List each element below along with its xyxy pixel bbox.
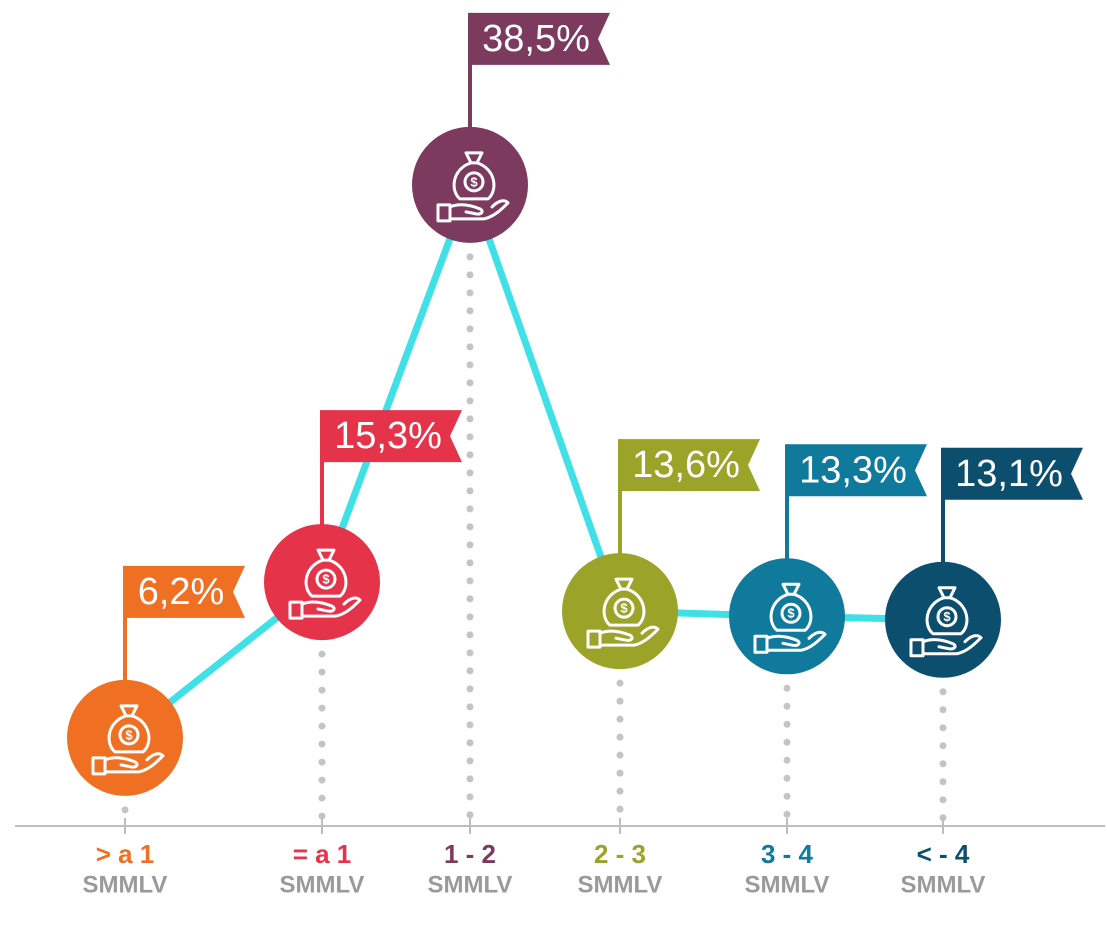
guide-dot — [466, 613, 474, 621]
x-tick-label: 3 - 4 — [761, 839, 814, 869]
flag — [125, 565, 245, 618]
x-tick-label: > a 1 — [96, 839, 155, 869]
guide-dot — [466, 793, 474, 801]
guide-dot — [318, 650, 326, 658]
guide-dot — [121, 806, 129, 814]
flag — [470, 12, 610, 65]
guide-dot — [318, 722, 326, 730]
guide-dot — [466, 559, 474, 567]
guide-dot — [783, 738, 791, 746]
guide-dot — [466, 397, 474, 405]
guide-dot — [466, 487, 474, 495]
guide-dot — [466, 271, 474, 279]
guide-dot — [616, 751, 624, 759]
guide-dot — [466, 505, 474, 513]
guide-dot — [466, 739, 474, 747]
guide-dot — [616, 715, 624, 723]
flag — [787, 444, 927, 497]
guide-dot — [939, 760, 947, 768]
guide-dot — [466, 451, 474, 459]
x-tick-label: < - 4 — [917, 839, 970, 869]
guide-dot — [783, 720, 791, 728]
guide-dot — [466, 721, 474, 729]
guide-dot — [318, 794, 326, 802]
guide-dot — [466, 325, 474, 333]
guide-dot — [616, 805, 624, 813]
guide-dot — [466, 469, 474, 477]
guide-dot — [616, 787, 624, 795]
guide-dot — [318, 758, 326, 766]
guide-dot — [466, 811, 474, 819]
guide-dot — [466, 667, 474, 675]
guide-dot — [466, 343, 474, 351]
guide-dot — [939, 742, 947, 750]
x-tick-unit: SMMLV — [428, 871, 513, 898]
guide-dot — [939, 796, 947, 804]
flag — [620, 439, 760, 492]
guide-dot — [318, 686, 326, 694]
guide-dot — [939, 688, 947, 696]
guide-dot — [939, 706, 947, 714]
flag-label: 6,2% — [138, 571, 225, 613]
guide-dot — [466, 631, 474, 639]
guide-dot — [466, 775, 474, 783]
guide-dot — [466, 685, 474, 693]
guide-dot — [783, 810, 791, 818]
guide-dot — [783, 792, 791, 800]
guide-dot — [939, 724, 947, 732]
guide-dot — [318, 704, 326, 712]
guide-dot — [783, 756, 791, 764]
flag-label: 15,3% — [334, 415, 442, 457]
x-tick-unit: SMMLV — [745, 871, 830, 898]
x-tick-unit: SMMLV — [901, 871, 986, 898]
guide-dot — [783, 702, 791, 710]
guide-dot — [616, 733, 624, 741]
guide-dot — [466, 757, 474, 765]
flag-label: 38,5% — [482, 18, 590, 60]
guide-dot — [616, 697, 624, 705]
guide-dot — [466, 433, 474, 441]
guide-dot — [466, 307, 474, 315]
guide-dot — [616, 769, 624, 777]
flag — [322, 410, 462, 463]
guide-dot — [318, 740, 326, 748]
flag-label: 13,3% — [799, 449, 907, 491]
guide-dot — [466, 595, 474, 603]
guide-dot — [318, 668, 326, 676]
guide-dot — [466, 415, 474, 423]
guide-dot — [783, 774, 791, 782]
flag-label: 13,6% — [632, 444, 740, 486]
guide-dot — [466, 703, 474, 711]
guide-dot — [466, 541, 474, 549]
guide-dot — [939, 814, 947, 822]
x-tick-unit: SMMLV — [280, 871, 365, 898]
guide-dot — [318, 776, 326, 784]
x-tick-label: 1 - 2 — [444, 839, 496, 869]
x-tick-unit: SMMLV — [578, 871, 663, 898]
guide-dot — [616, 679, 624, 687]
guide-dot — [466, 523, 474, 531]
guide-dot — [466, 649, 474, 657]
guide-dot — [939, 778, 947, 786]
guide-dot — [318, 812, 326, 820]
guide-dot — [783, 684, 791, 692]
guide-dot — [466, 289, 474, 297]
x-tick-label: 2 - 3 — [594, 839, 646, 869]
guide-dot — [466, 361, 474, 369]
guide-dot — [466, 253, 474, 261]
guide-dot — [466, 379, 474, 387]
guide-dot — [466, 577, 474, 585]
x-tick-unit: SMMLV — [83, 871, 168, 898]
flag-label: 13,1% — [955, 453, 1063, 495]
x-tick-label: = a 1 — [293, 839, 352, 869]
flag — [943, 447, 1083, 500]
